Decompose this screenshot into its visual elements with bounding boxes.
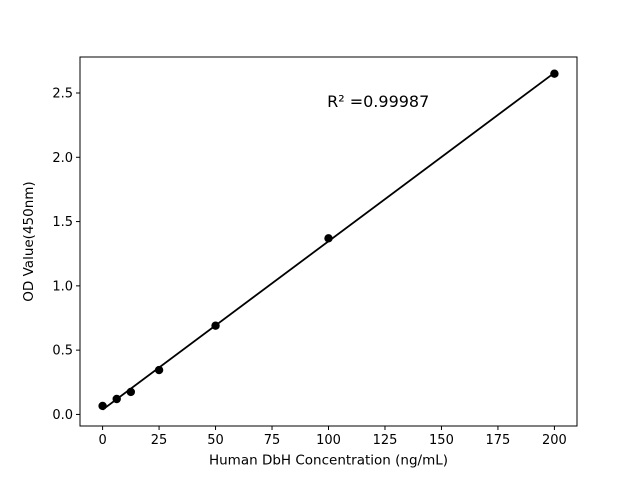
data-point: [324, 234, 333, 243]
x-axis-label: Human DbH Concentration (ng/mL): [209, 453, 448, 469]
data-point: [211, 321, 220, 330]
data-point: [112, 394, 121, 404]
x-tick-label: 0: [98, 433, 106, 448]
x-tick-label: 200: [542, 433, 567, 448]
r-squared-annotation: R² =0.99987: [327, 92, 429, 111]
data-point: [550, 69, 559, 78]
y-tick-label: 2.5: [52, 87, 73, 102]
x-tick-label: 100: [316, 433, 341, 448]
y-tick-label: 1.5: [52, 215, 73, 230]
data-point: [98, 401, 107, 411]
x-tick-label: 150: [429, 433, 454, 448]
x-tick-label: 175: [486, 433, 511, 448]
x-tick-label: 125: [373, 433, 398, 448]
y-tick-label: 0.5: [52, 344, 73, 359]
x-tick-label: 25: [151, 433, 168, 448]
data-point: [126, 387, 136, 397]
y-tick-label: 2.0: [52, 151, 73, 166]
x-tick-label: 50: [207, 433, 224, 448]
y-tick-label: 1.0: [52, 279, 73, 294]
y-tick-label: 0.0: [52, 408, 73, 423]
x-tick-label: 75: [264, 433, 281, 448]
y-axis-label: OD Value(450nm): [21, 181, 37, 301]
data-point: [154, 365, 164, 375]
